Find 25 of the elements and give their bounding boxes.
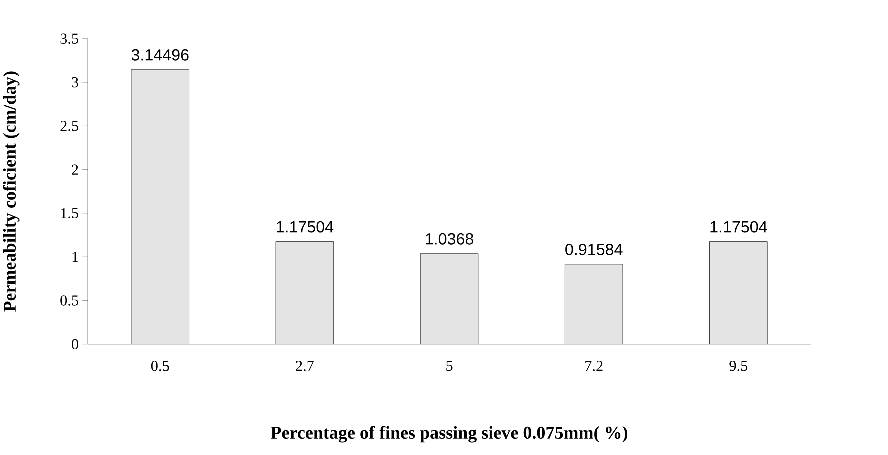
y-axis-title: Permeability coficient (cm/day) — [3, 72, 20, 312]
y-tick-label: 2 — [72, 164, 78, 175]
bar — [710, 241, 768, 344]
y-tick-label: 2.5 — [60, 120, 78, 132]
data-label: 0.91584 — [566, 244, 623, 256]
y-tick-label: 0.5 — [60, 295, 78, 306]
y-tick-label: 3 — [72, 77, 78, 88]
y-tick-label: 1.5 — [61, 208, 78, 218]
x-tick-label: 5 — [446, 360, 453, 371]
data-label: 1.17504 — [277, 221, 334, 233]
x-tick-label: 0.5 — [151, 360, 170, 372]
bar — [276, 242, 334, 344]
data-label: 3.14496 — [132, 49, 189, 61]
y-tick-label: 3.5 — [60, 34, 78, 44]
bar — [131, 70, 190, 344]
data-label: 1.17504 — [710, 221, 768, 233]
x-tick-label: 9.5 — [730, 360, 748, 372]
bar — [565, 264, 624, 344]
y-tick-label: 0 — [72, 339, 78, 350]
y-tick-label: 1 — [72, 252, 78, 262]
bar — [420, 254, 478, 344]
data-label: 1.0368 — [426, 233, 474, 245]
x-tick-label: 2.7 — [296, 360, 314, 372]
x-axis-title: Percentage of fines passing sieve 0.075mm( %) — [271, 426, 628, 443]
x-tick-label: 7.2 — [586, 360, 603, 372]
